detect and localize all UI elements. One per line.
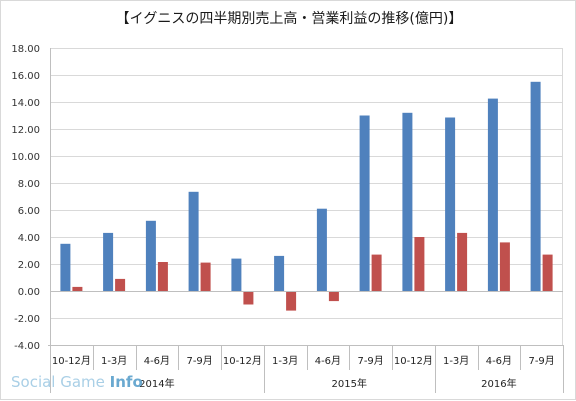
y-tick-label: 18.00 <box>11 44 40 55</box>
bar-series1-3 <box>145 220 156 291</box>
bar-series2-10 <box>457 232 468 291</box>
bar-series2-6 <box>286 291 297 311</box>
bar-series1-8 <box>359 115 370 291</box>
bar-series1-7 <box>316 208 327 291</box>
x-tick-label: 7-9月 <box>528 355 554 367</box>
bar-series2-4 <box>200 262 211 291</box>
watermark-social-game: Social Game <box>11 373 110 391</box>
bar-series1-5 <box>231 258 242 291</box>
bar-series2-12 <box>542 254 553 291</box>
watermark: Social Game Info <box>11 373 143 391</box>
x-tick-label: 10-12月 <box>394 355 433 367</box>
y-tick-label: -4.00 <box>14 341 40 352</box>
x-tick-label: 4-6月 <box>144 355 170 367</box>
grid-lines <box>50 48 563 346</box>
x-tick-label: 7-9月 <box>357 355 383 367</box>
bars <box>60 81 553 311</box>
y-tick-label: 14.00 <box>11 98 40 109</box>
x-tick-label: 7-9月 <box>186 355 212 367</box>
bar-series1-12 <box>530 81 541 292</box>
bar-series2-1 <box>72 286 83 291</box>
x-tick-label: 10-12月 <box>223 355 262 367</box>
y-tick-label: 16.00 <box>11 71 40 82</box>
chart-title: 【イグニスの四半期別売上高・営業利益の推移(億円)】 <box>116 10 463 27</box>
bar-series1-2 <box>103 232 114 291</box>
bar-series1-9 <box>402 112 413 291</box>
bar-series1-11 <box>487 98 498 291</box>
bar-series1-10 <box>445 117 456 291</box>
y-tick-label: 0.00 <box>18 287 40 298</box>
x-tick-label: 4-6月 <box>486 355 512 367</box>
y-tick-label: 6.00 <box>18 206 40 217</box>
y-tick-label: -2.00 <box>14 314 40 325</box>
bar-series2-3 <box>157 262 168 291</box>
bar-series2-9 <box>414 237 425 291</box>
y-tick-label: 4.00 <box>18 233 40 244</box>
y-tick-label: 12.00 <box>11 125 40 136</box>
x-tick-label: 1-3月 <box>101 355 127 367</box>
y-tick-label: 10.00 <box>11 152 40 163</box>
bar-series1-6 <box>274 255 285 291</box>
y-tick-label: 2.00 <box>18 260 40 271</box>
year-label: 2014年 <box>139 377 174 390</box>
x-axis: 10-12月 1-3月 4-6月 7-9月 10-12月 1-3月 4-6月 7-9月 10-1… <box>48 291 564 393</box>
y-axis-ticks: 18.00 16.00 14.00 12.00 10.00 8.00 6.00 4.00 2.0… <box>11 44 40 352</box>
bar-series1-1 <box>60 243 71 292</box>
x-tick-label: 4-6月 <box>315 355 341 367</box>
x-tick-label: 1-3月 <box>443 355 469 367</box>
year-label: 2016年 <box>481 377 516 390</box>
bar-series2-5 <box>243 291 254 305</box>
x-tick-label: 10-12月 <box>52 355 91 367</box>
bar-series1-4 <box>188 191 199 291</box>
bar-series2-11 <box>499 242 510 291</box>
bar-series2-8 <box>371 254 382 291</box>
year-label: 2015年 <box>332 377 367 390</box>
watermark-info: Info <box>110 373 143 391</box>
bar-series2-2 <box>115 278 126 291</box>
bar-series2-7 <box>328 291 339 302</box>
x-tick-label: 1-3月 <box>272 355 298 367</box>
y-tick-label: 8.00 <box>18 179 40 190</box>
